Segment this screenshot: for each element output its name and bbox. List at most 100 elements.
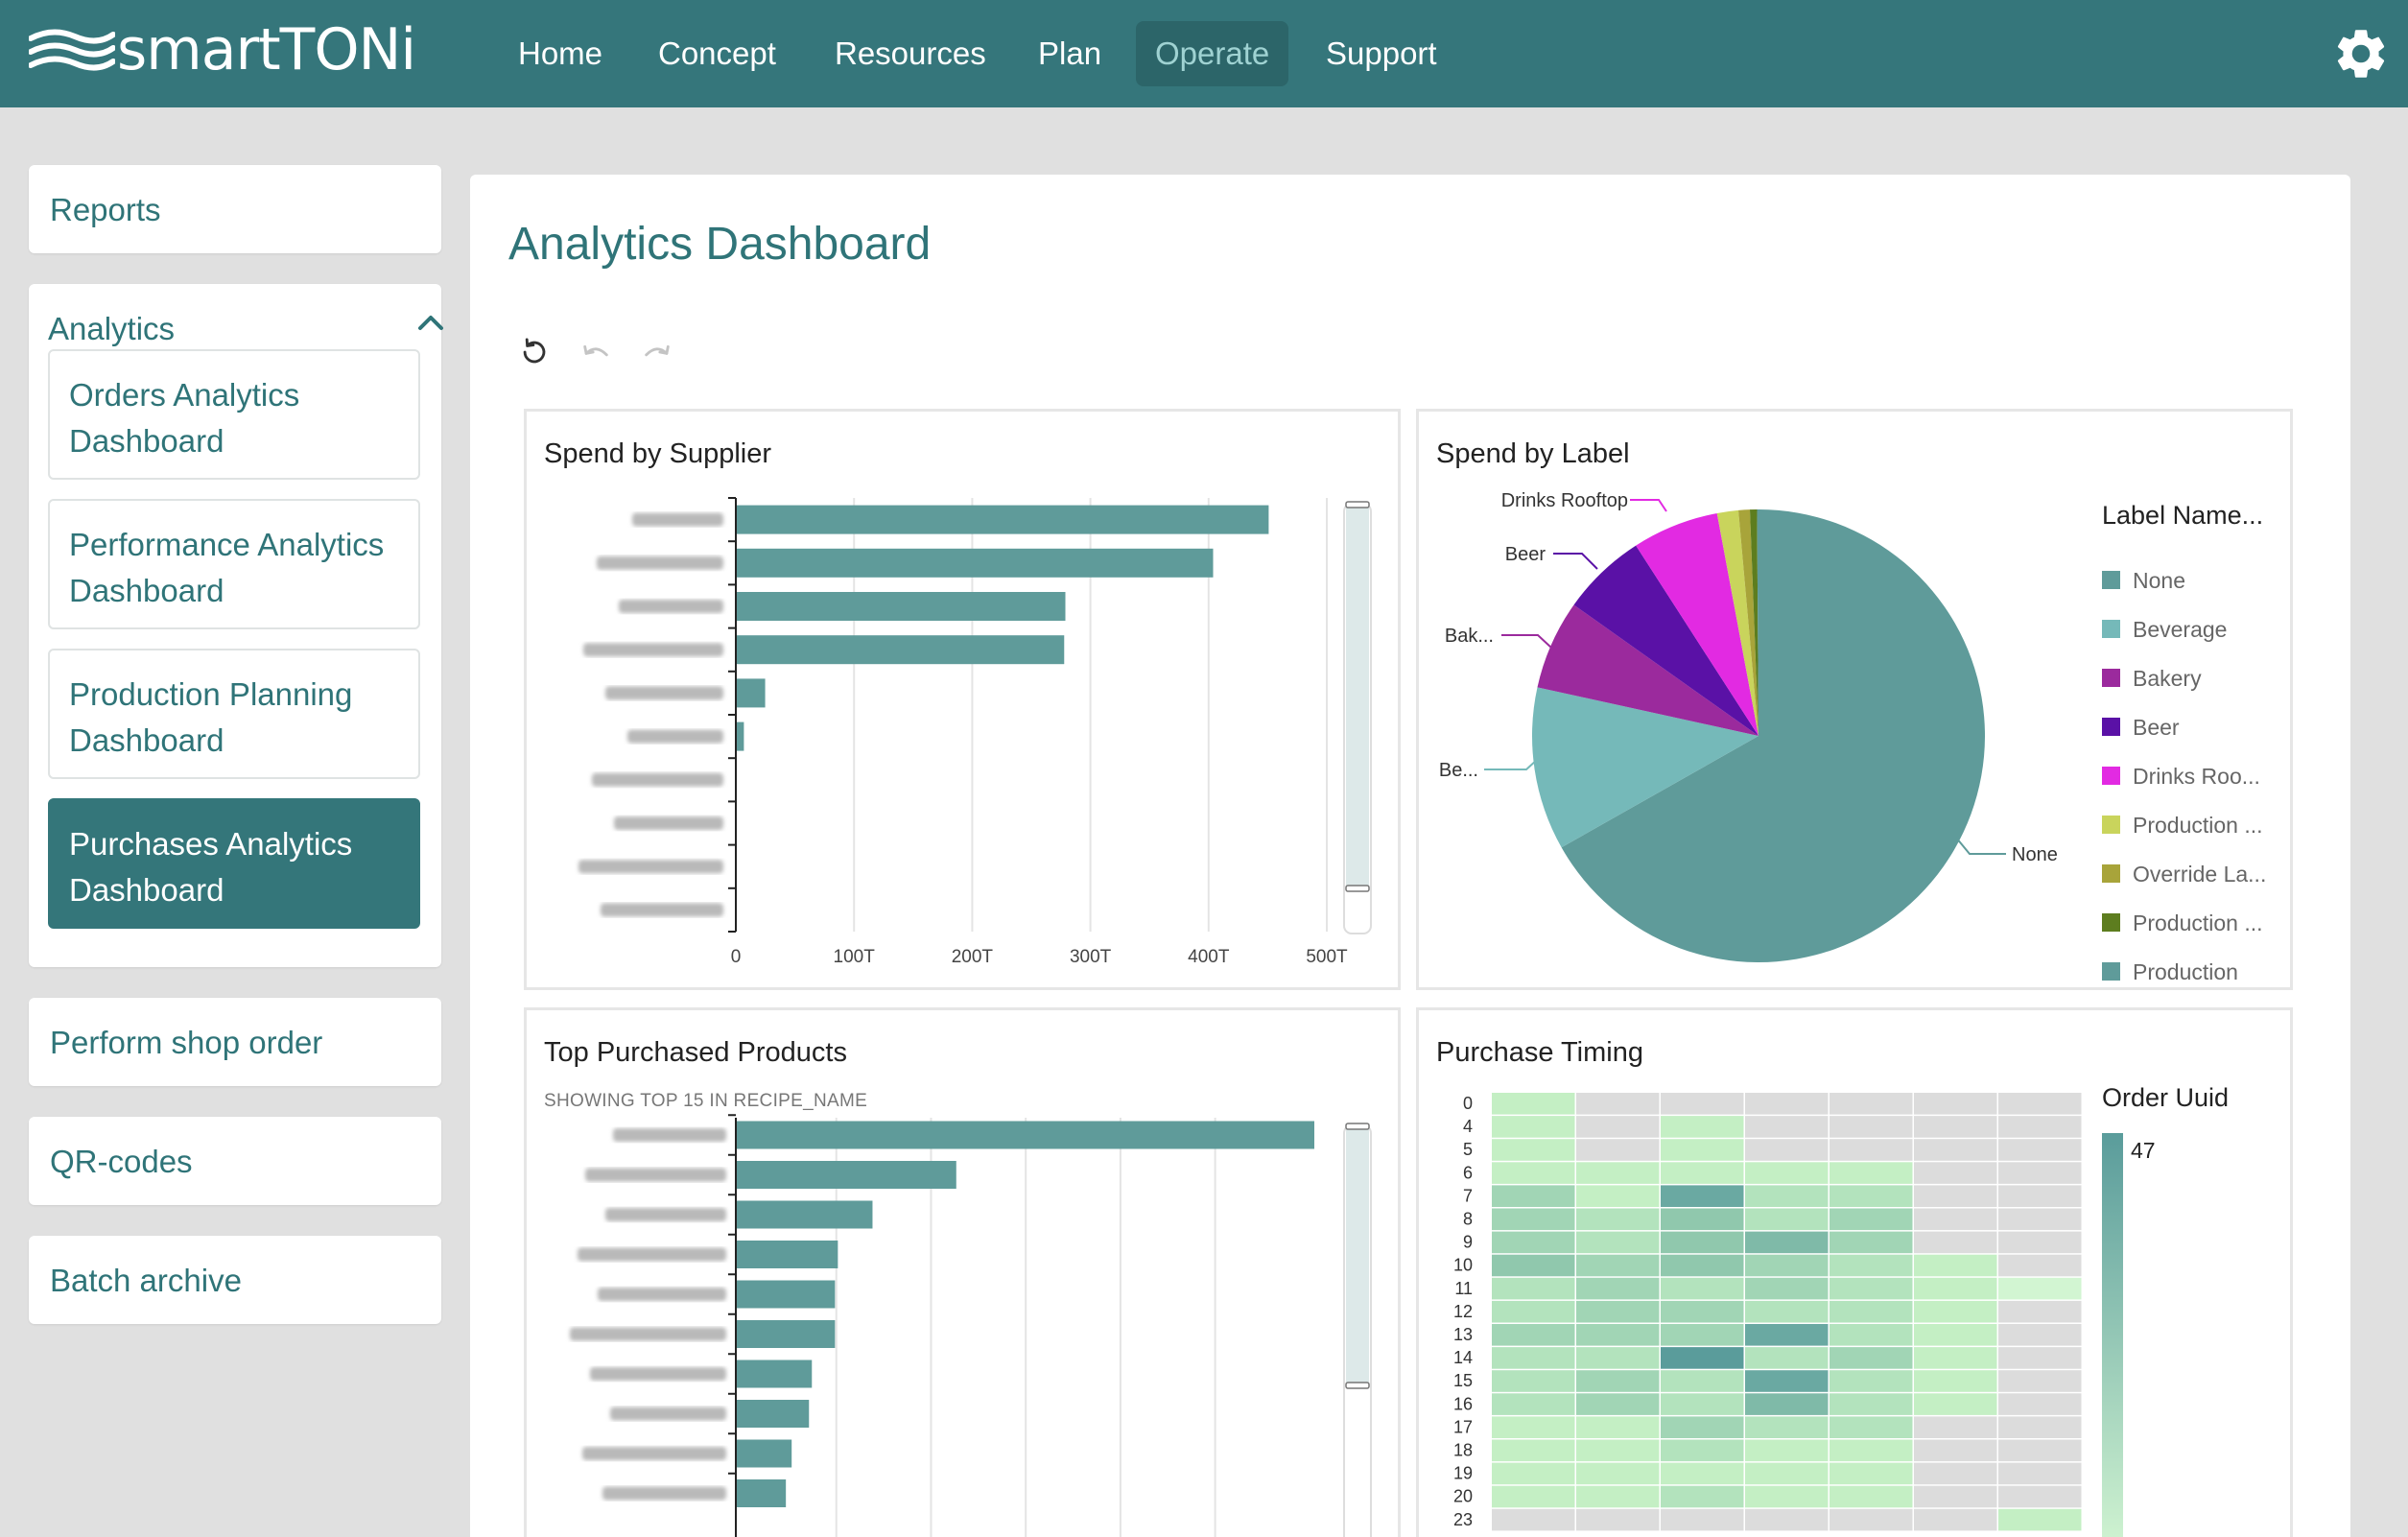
heatmap-cell[interactable] bbox=[1745, 1093, 1829, 1115]
heatmap-cell[interactable] bbox=[1914, 1393, 1997, 1415]
heatmap-cell[interactable] bbox=[1661, 1485, 1744, 1508]
heatmap-cell[interactable] bbox=[1661, 1208, 1744, 1231]
heatmap-cell[interactable] bbox=[1914, 1462, 1997, 1485]
heatmap-cell[interactable] bbox=[1998, 1231, 2082, 1254]
heatmap-cell[interactable] bbox=[1745, 1347, 1829, 1369]
heatmap-cell[interactable] bbox=[1998, 1093, 2082, 1115]
heatmap-cell[interactable] bbox=[1830, 1185, 1913, 1207]
heatmap-cell[interactable] bbox=[1576, 1393, 1660, 1415]
heatmap-cell[interactable] bbox=[1745, 1439, 1829, 1462]
sidebar-item-orders-analytics[interactable]: Orders Analytics Dashboard bbox=[48, 349, 420, 480]
heatmap-cell[interactable] bbox=[1745, 1162, 1829, 1184]
heatmap-cell[interactable] bbox=[1998, 1462, 2082, 1485]
product-bar[interactable] bbox=[737, 1161, 956, 1189]
supplier-bar[interactable] bbox=[737, 505, 1269, 534]
heatmap-cell[interactable] bbox=[1661, 1347, 1744, 1369]
heatmap-cell[interactable] bbox=[1914, 1162, 1997, 1184]
scrollbar-handle-bottom[interactable] bbox=[1345, 1382, 1370, 1389]
sidebar-qr-codes[interactable]: QR-codes bbox=[29, 1117, 441, 1205]
heatmap-cell[interactable] bbox=[1914, 1300, 1997, 1323]
reset-icon[interactable] bbox=[518, 336, 551, 368]
heatmap-cell[interactable] bbox=[1830, 1485, 1913, 1508]
redo-icon[interactable] bbox=[641, 336, 673, 368]
heatmap-cell[interactable] bbox=[1492, 1185, 1575, 1207]
heatmap-cell[interactable] bbox=[1745, 1231, 1829, 1254]
heatmap-cell[interactable] bbox=[1998, 1439, 2082, 1462]
sidebar-item-batch-archive[interactable]: Batch archive bbox=[50, 1263, 242, 1298]
heatmap-cell[interactable] bbox=[1576, 1254, 1660, 1277]
heatmap-cell[interactable] bbox=[1830, 1347, 1913, 1369]
heatmap-cell[interactable] bbox=[1661, 1139, 1744, 1161]
heatmap-cell[interactable] bbox=[1745, 1393, 1829, 1415]
sidebar-item-reports[interactable]: Reports bbox=[50, 192, 161, 227]
supplier-bar[interactable] bbox=[737, 635, 1065, 665]
legend-swatch[interactable] bbox=[2102, 620, 2120, 638]
pie-slice[interactable] bbox=[1738, 509, 1759, 736]
heatmap-cell[interactable] bbox=[1914, 1116, 1997, 1138]
sidebar-item-qr-codes[interactable]: QR-codes bbox=[50, 1144, 193, 1179]
heatmap-cell[interactable] bbox=[1492, 1416, 1575, 1438]
heatmap-cell[interactable] bbox=[1576, 1439, 1660, 1462]
heatmap-cell[interactable] bbox=[1914, 1139, 1997, 1161]
heatmap-cell[interactable] bbox=[1745, 1462, 1829, 1485]
heatmap-cell[interactable] bbox=[1745, 1139, 1829, 1161]
legend-swatch[interactable] bbox=[2102, 962, 2120, 981]
heatmap-cell[interactable] bbox=[1998, 1347, 2082, 1369]
product-bar[interactable] bbox=[737, 1400, 810, 1428]
heatmap-cell[interactable] bbox=[1914, 1324, 1997, 1346]
heatmap-cell[interactable] bbox=[1661, 1116, 1744, 1138]
heatmap-cell[interactable] bbox=[1830, 1231, 1913, 1254]
heatmap-cell[interactable] bbox=[1661, 1300, 1744, 1323]
heatmap-cell[interactable] bbox=[1492, 1300, 1575, 1323]
heatmap-cell[interactable] bbox=[1830, 1300, 1913, 1323]
heatmap-cell[interactable] bbox=[1576, 1116, 1660, 1138]
heatmap-cell[interactable] bbox=[1576, 1370, 1660, 1392]
heatmap-cell[interactable] bbox=[1830, 1462, 1913, 1485]
heatmap-cell[interactable] bbox=[1914, 1370, 1997, 1392]
heatmap-cell[interactable] bbox=[1492, 1093, 1575, 1115]
heatmap-cell[interactable] bbox=[1998, 1485, 2082, 1508]
heatmap-cell[interactable] bbox=[1576, 1093, 1660, 1115]
sidebar-analytics-header[interactable]: Analytics bbox=[48, 311, 176, 346]
heatmap-cell[interactable] bbox=[1492, 1254, 1575, 1277]
scrollbar-handle-bottom[interactable] bbox=[1345, 885, 1370, 892]
heatmap-cell[interactable] bbox=[1998, 1416, 2082, 1438]
heatmap-cell[interactable] bbox=[1492, 1116, 1575, 1138]
heatmap-cell[interactable] bbox=[1914, 1485, 1997, 1508]
heatmap-cell[interactable] bbox=[1661, 1254, 1744, 1277]
heatmap-cell[interactable] bbox=[1830, 1439, 1913, 1462]
heatmap-cell[interactable] bbox=[1830, 1116, 1913, 1138]
heatmap-cell[interactable] bbox=[1830, 1162, 1913, 1184]
heatmap-cell[interactable] bbox=[1998, 1162, 2082, 1184]
heatmap-cell[interactable] bbox=[1745, 1277, 1829, 1300]
pie-slice[interactable] bbox=[1532, 687, 1759, 848]
pie-slice[interactable] bbox=[1749, 509, 1759, 736]
heatmap-cell[interactable] bbox=[1576, 1347, 1660, 1369]
heatmap-cell[interactable] bbox=[1998, 1370, 2082, 1392]
heatmap-cell[interactable] bbox=[1998, 1116, 2082, 1138]
pie-slice[interactable] bbox=[1757, 509, 1759, 736]
heatmap-cell[interactable] bbox=[1661, 1324, 1744, 1346]
scrollbar-thumb[interactable] bbox=[1346, 1125, 1369, 1386]
heatmap-cell[interactable] bbox=[1492, 1485, 1575, 1508]
heatmap-cell[interactable] bbox=[1830, 1208, 1913, 1231]
heatmap-cell[interactable] bbox=[1661, 1508, 1744, 1531]
heatmap-cell[interactable] bbox=[1492, 1231, 1575, 1254]
heatmap-cell[interactable] bbox=[1745, 1208, 1829, 1231]
heatmap-cell[interactable] bbox=[1661, 1162, 1744, 1184]
scrollbar-handle-top[interactable] bbox=[1345, 501, 1370, 508]
supplier-bar[interactable] bbox=[737, 721, 744, 751]
heatmap-cell[interactable] bbox=[1492, 1139, 1575, 1161]
heatmap-cell[interactable] bbox=[1914, 1277, 1997, 1300]
sidebar-item-purchases-analytics[interactable]: Purchases Analytics Dashboard bbox=[48, 798, 420, 929]
heatmap-cell[interactable] bbox=[1830, 1254, 1913, 1277]
product-bar[interactable] bbox=[737, 1121, 1314, 1149]
nav-home[interactable]: Home bbox=[518, 35, 603, 71]
pie-slice[interactable] bbox=[1537, 604, 1759, 736]
sidebar-item-performance-analytics[interactable]: Performance Analytics Dashboard bbox=[48, 499, 420, 629]
heatmap-cell[interactable] bbox=[1914, 1093, 1997, 1115]
scrollbar-handle-top[interactable] bbox=[1345, 1123, 1370, 1130]
sidebar-item-perform-shop-order[interactable]: Perform shop order bbox=[50, 1025, 323, 1060]
heatmap-cell[interactable] bbox=[1830, 1277, 1913, 1300]
heatmap-cell[interactable] bbox=[1914, 1208, 1997, 1231]
